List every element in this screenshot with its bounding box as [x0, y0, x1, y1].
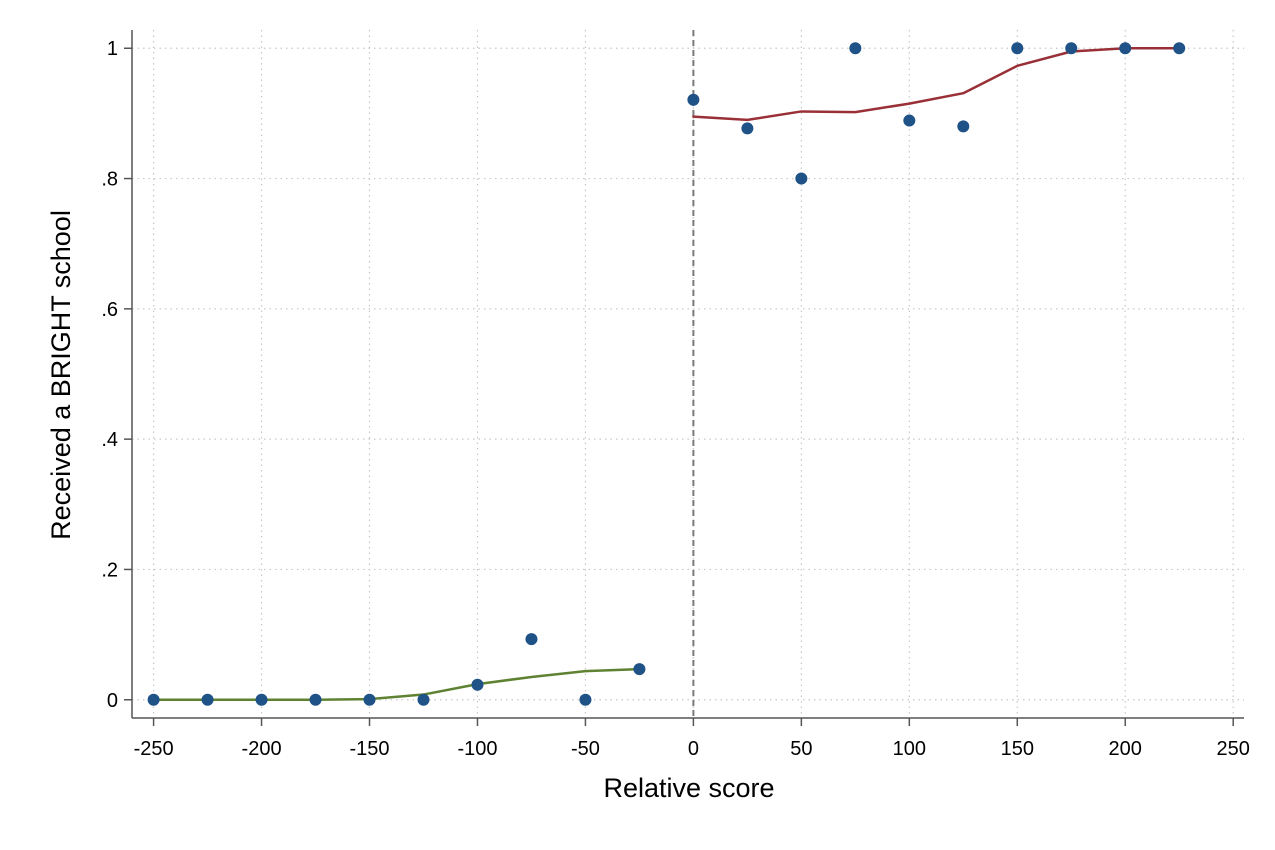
fit-line-1	[152, 667, 641, 702]
y-tick-label: .8	[101, 169, 118, 191]
x-tick-label: 0	[688, 738, 699, 760]
data-point	[471, 678, 484, 691]
point-layer	[147, 42, 1186, 706]
x-tick-label: -150	[349, 738, 389, 760]
axis-layer: -250 -200 -150 -100 -50 0 50 100 150 200 250 0 .2 .4.…	[101, 30, 1250, 760]
x-tick-label: -200	[242, 738, 282, 760]
x-tick-label: 150	[1001, 738, 1034, 760]
x-tick-label: -50	[571, 738, 600, 760]
data-point	[1065, 42, 1078, 55]
data-point	[201, 693, 214, 706]
data-point	[255, 693, 268, 706]
grid-layer	[132, 30, 1244, 718]
x-axis-title: Relative score	[603, 773, 774, 803]
data-point	[579, 693, 592, 706]
x-tick-label: -100	[457, 738, 497, 760]
y-tick-label: 0	[107, 690, 118, 712]
data-point	[1173, 42, 1186, 55]
line-layer	[152, 46, 1181, 702]
y-axis-title: Received a BRIGHT school	[46, 210, 76, 540]
y-tick-label: .4	[101, 429, 118, 451]
y-tick-label: .6	[101, 299, 118, 321]
data-point	[633, 663, 646, 676]
x-tick-label: 250	[1217, 738, 1250, 760]
data-point	[687, 93, 700, 106]
data-point	[741, 122, 754, 135]
y-tick-label: 1	[107, 38, 118, 60]
y-tick-label: .2	[101, 559, 118, 581]
data-point	[363, 693, 376, 706]
data-point	[417, 693, 430, 706]
data-point	[849, 42, 862, 55]
data-point	[957, 120, 970, 133]
data-point	[903, 114, 916, 127]
x-tick-label: -250	[134, 738, 174, 760]
data-point	[309, 693, 322, 706]
x-tick-label: 100	[893, 738, 926, 760]
data-point	[1011, 42, 1024, 55]
data-point	[1119, 42, 1132, 55]
data-point	[525, 633, 538, 646]
data-point	[795, 172, 808, 185]
fit-line-2	[692, 46, 1181, 122]
data-point	[147, 693, 160, 706]
x-tick-label: 200	[1109, 738, 1142, 760]
x-tick-label: 50	[790, 738, 812, 760]
